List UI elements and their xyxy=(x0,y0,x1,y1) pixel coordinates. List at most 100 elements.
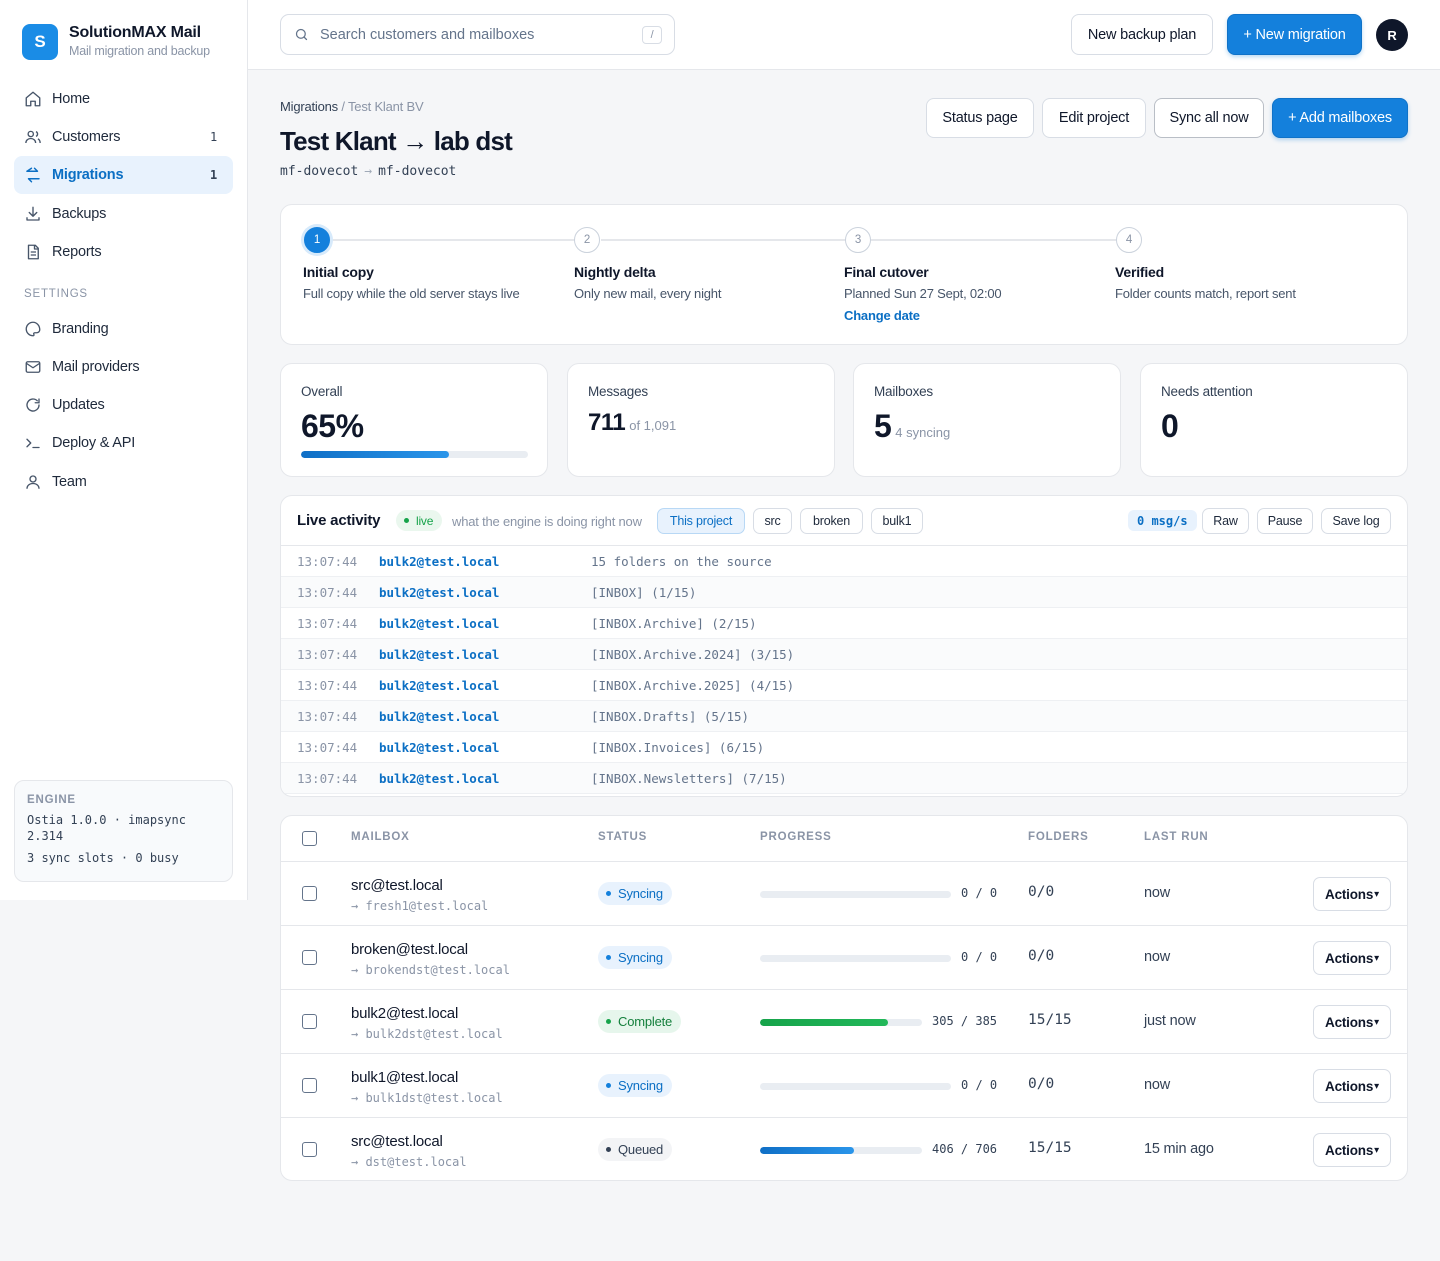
filter-this-project[interactable]: This project xyxy=(657,508,745,534)
folder-count: 0/0 xyxy=(1028,948,1055,964)
column-header-progress[interactable]: PROGRESS xyxy=(760,831,832,843)
column-header-last-run[interactable]: LAST RUN xyxy=(1144,831,1209,843)
log-mailbox[interactable]: bulk2@test.local xyxy=(379,677,500,693)
avatar[interactable]: R xyxy=(1376,19,1408,51)
change-date-link[interactable]: Change date xyxy=(844,308,920,323)
step-2: 2 xyxy=(574,227,600,253)
sidebar-item-updates[interactable]: Updates xyxy=(14,386,233,424)
sidebar-item-label: Updates xyxy=(52,397,105,413)
sidebar-item-backups[interactable]: Backups xyxy=(14,195,233,233)
log-message: 15 folders on the source xyxy=(591,553,772,569)
status-dot xyxy=(606,955,611,960)
sidebar-item-mail-providers[interactable]: Mail providers xyxy=(14,348,233,386)
filter-bulk1[interactable]: bulk1 xyxy=(871,508,923,534)
actions-menu-button[interactable]: Actions ▾ xyxy=(1313,1005,1391,1039)
log-row: 13:07:44 bulk2@test.local [INBOX.Drafts] (… xyxy=(281,701,1407,732)
new-backup-plan-button[interactable]: New backup plan xyxy=(1071,14,1213,55)
log-mailbox[interactable]: bulk2@test.local xyxy=(379,584,500,600)
last-run: 15 min ago xyxy=(1144,1141,1214,1157)
last-run: now xyxy=(1144,1077,1170,1093)
mailbox-source[interactable]: broken@test.local xyxy=(351,941,468,958)
mailbox-source[interactable]: bulk1@test.local xyxy=(351,1069,459,1086)
log-mailbox[interactable]: bulk2@test.local xyxy=(379,553,500,569)
log-mailbox[interactable]: bulk2@test.local xyxy=(379,646,500,662)
brand-name: SolutionMAX Mail xyxy=(69,24,201,41)
filter-src[interactable]: src xyxy=(753,508,792,534)
last-run: now xyxy=(1144,949,1170,965)
status-page-button[interactable]: Status page xyxy=(926,98,1034,138)
sync-all-button[interactable]: Sync all now xyxy=(1154,98,1264,138)
log-time: 13:07:44 xyxy=(297,615,358,631)
filter-broken[interactable]: broken xyxy=(800,508,863,534)
log-mailbox[interactable]: bulk2@test.local xyxy=(379,770,500,786)
pause-button[interactable]: Pause xyxy=(1257,508,1313,534)
mailbox-source[interactable]: src@test.local xyxy=(351,1133,443,1150)
brand[interactable]: S SolutionMAX Mail Mail migration and ba… xyxy=(22,23,210,60)
log-time: 13:07:44 xyxy=(297,677,358,693)
log-time: 13:07:44 xyxy=(297,646,358,662)
actions-menu-button[interactable]: Actions ▾ xyxy=(1313,941,1391,975)
stat-value: 0 xyxy=(1161,408,1179,444)
engine-label: ENGINE xyxy=(27,794,76,806)
activity-hint: what the engine is doing right now xyxy=(452,514,642,529)
sidebar-item-branding[interactable]: Branding xyxy=(14,310,233,348)
step-title: Nightly delta xyxy=(574,264,656,280)
sidebar-item-deploy-api[interactable]: Deploy & API xyxy=(14,424,233,462)
log-time: 13:07:44 xyxy=(297,770,358,786)
mailbox-source[interactable]: src@test.local xyxy=(351,877,443,894)
column-header-mailbox[interactable]: MAILBOX xyxy=(351,831,410,843)
engine-panel: ENGINE Ostia 1.0.0 · imapsync 2.314 3 sy… xyxy=(14,780,233,882)
migrate-icon xyxy=(26,167,40,183)
new-migration-button[interactable]: + New migration xyxy=(1227,14,1362,55)
add-mailboxes-button[interactable]: + Add mailboxes xyxy=(1272,98,1408,138)
log-mailbox[interactable]: bulk2@test.local xyxy=(379,708,500,724)
search-box[interactable]: / xyxy=(280,14,675,55)
search-icon xyxy=(295,28,308,41)
row-checkbox[interactable] xyxy=(302,1142,317,1157)
sidebar-item-home[interactable]: Home xyxy=(14,80,233,118)
sidebar-item-reports[interactable]: Reports xyxy=(14,233,233,271)
step-title: Final cutover xyxy=(844,264,929,280)
edit-project-button[interactable]: Edit project xyxy=(1042,98,1146,138)
sidebar-item-customers[interactable]: Customers 1 xyxy=(14,118,233,156)
live-dot xyxy=(404,518,409,523)
breadcrumb: Migrations / Test Klant BV xyxy=(280,99,424,114)
select-all-checkbox[interactable] xyxy=(302,831,317,846)
step-description: Only new mail, every night xyxy=(574,286,722,301)
log-message: [INBOX.Newsletters] (7/15) xyxy=(591,770,787,786)
row-progress-fill xyxy=(760,1019,888,1026)
column-header-status[interactable]: STATUS xyxy=(598,831,648,843)
mailbox-destination: → bulk2dst@test.local xyxy=(351,1027,503,1041)
row-checkbox[interactable] xyxy=(302,950,317,965)
save-log-button[interactable]: Save log xyxy=(1321,508,1391,534)
row-checkbox[interactable] xyxy=(302,886,317,901)
sidebar-item-migrations[interactable]: Migrations 1 xyxy=(14,156,233,194)
route-arrow: → xyxy=(364,164,373,179)
actions-menu-button[interactable]: Actions ▾ xyxy=(1313,877,1391,911)
row-checkbox[interactable] xyxy=(302,1078,317,1093)
sidebar-item-team[interactable]: Team xyxy=(14,463,233,501)
mailbox-source[interactable]: bulk2@test.local xyxy=(351,1005,459,1022)
progress-count: 0 / 0 xyxy=(961,886,998,900)
column-header-folders[interactable]: FOLDERS xyxy=(1028,831,1089,843)
actions-menu-button[interactable]: Actions ▾ xyxy=(1313,1133,1391,1167)
mailbox-destination: → dst@test.local xyxy=(351,1155,467,1169)
breadcrumb-migrations[interactable]: Migrations xyxy=(280,99,338,114)
log-time: 13:07:44 xyxy=(297,739,358,755)
status-dot xyxy=(606,891,611,896)
search-shortcut-hint: / xyxy=(642,26,662,44)
search-input[interactable] xyxy=(320,26,620,43)
step-description: Full copy while the old server stays liv… xyxy=(303,286,520,301)
sidebar-item-label: Backups xyxy=(52,206,107,222)
activity-title: Live activity xyxy=(297,512,381,529)
raw-button[interactable]: Raw xyxy=(1202,508,1249,534)
log-mailbox[interactable]: bulk2@test.local xyxy=(379,739,500,755)
mailboxes-syncing: 4 syncing xyxy=(895,425,951,440)
stat-label: Messages xyxy=(588,384,648,399)
route-destination: mf-dovecot xyxy=(378,164,457,179)
row-checkbox[interactable] xyxy=(302,1014,317,1029)
actions-menu-button[interactable]: Actions ▾ xyxy=(1313,1069,1391,1103)
log-mailbox[interactable]: bulk2@test.local xyxy=(379,615,500,631)
progress-count: 305 / 385 xyxy=(932,1014,998,1028)
